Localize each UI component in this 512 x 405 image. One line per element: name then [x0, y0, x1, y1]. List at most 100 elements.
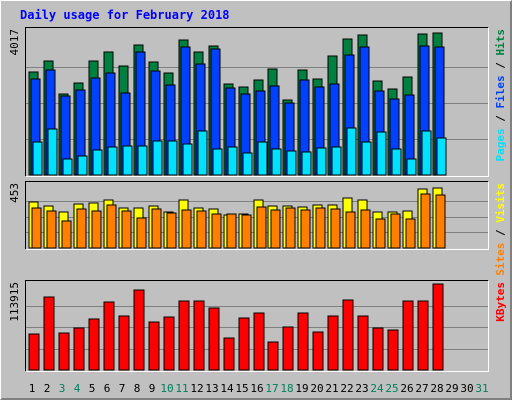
- bar-sites-17: [270, 209, 281, 249]
- bar-pages-4: [77, 155, 88, 176]
- side-legend-part-visits_sites-1: /: [494, 223, 507, 243]
- bar-kbytes-3: [58, 332, 70, 371]
- day-label-23: 23: [355, 382, 368, 395]
- bar-pages-21: [331, 146, 342, 176]
- bar-pages-22: [346, 127, 357, 176]
- day-label-8: 8: [134, 382, 141, 395]
- bar-kbytes-27: [417, 300, 429, 371]
- side-legend-part-hits_files_pages-3: /: [494, 56, 507, 76]
- plot-frame-light-kbytes: [25, 280, 489, 372]
- bar-pages-13: [212, 148, 223, 176]
- bar-pages-20: [316, 147, 327, 176]
- bar-pages-27: [421, 130, 432, 176]
- bar-pages-28: [436, 137, 447, 176]
- bar-kbytes-6: [103, 301, 115, 371]
- side-legend-visits_sites: Sites / Visits: [494, 183, 507, 276]
- bar-sites-3: [61, 220, 72, 249]
- side-legend-part-hits_files_pages-1: /: [494, 109, 507, 129]
- panel-kbytes: 113915 KBytes: [8, 280, 507, 372]
- bar-pages-10: [167, 140, 178, 176]
- plot-frame-light-hits_files_pages: [25, 27, 489, 177]
- day-label-26: 26: [400, 382, 413, 395]
- day-label-15: 15: [235, 382, 248, 395]
- bar-sites-27: [420, 193, 431, 249]
- bar-kbytes-4: [73, 327, 85, 371]
- side-legend-part-kbytes-0: KBytes: [494, 282, 507, 322]
- bar-sites-23: [360, 209, 371, 249]
- day-label-5: 5: [89, 382, 96, 395]
- plot-frame-dark-kbytes: [25, 280, 489, 372]
- day-label-22: 22: [340, 382, 353, 395]
- max-label-kbytes: 113915: [8, 282, 21, 322]
- bar-pages-11: [182, 143, 193, 176]
- bar-sites-25: [390, 213, 401, 249]
- bar-sites-22: [345, 211, 356, 249]
- bar-sites-21: [330, 208, 341, 249]
- bar-kbytes-2: [43, 296, 55, 371]
- panels: 4017 Pages / Files / Hits 453 Sites / Visit…: [8, 27, 507, 372]
- bar-pages-5: [92, 149, 103, 176]
- day-label-3: 3: [59, 382, 66, 395]
- bar-sites-6: [106, 204, 117, 249]
- bar-pages-25: [391, 148, 402, 176]
- bar-pages-24: [376, 131, 387, 176]
- day-label-14: 14: [220, 382, 234, 395]
- bar-sites-24: [375, 218, 386, 249]
- day-label-4: 4: [74, 382, 81, 395]
- bar-sites-19: [300, 209, 311, 249]
- bar-kbytes-14: [223, 337, 235, 371]
- day-label-31: 31: [475, 382, 488, 395]
- bar-pages-8: [137, 145, 148, 176]
- bar-kbytes-23: [357, 315, 369, 371]
- side-legend-part-visits_sites-0: Sites: [494, 243, 507, 276]
- bar-sites-8: [136, 217, 147, 249]
- bar-sites-20: [315, 207, 326, 249]
- bar-sites-5: [91, 210, 102, 249]
- day-label-1: 1: [29, 382, 36, 395]
- bar-kbytes-15: [238, 317, 250, 371]
- bar-pages-14: [227, 146, 238, 176]
- bar-kbytes-13: [208, 307, 220, 371]
- bar-kbytes-22: [342, 299, 354, 371]
- day-label-16: 16: [250, 382, 263, 395]
- day-label-24: 24: [370, 382, 384, 395]
- frame-inner-shadow: [1, 1, 511, 399]
- bar-pages-1: [32, 141, 43, 176]
- bar-kbytes-10: [163, 316, 175, 371]
- bar-kbytes-21: [327, 315, 339, 371]
- bar-sites-13: [211, 213, 222, 249]
- day-label-30: 30: [460, 382, 473, 395]
- side-legend-part-visits_sites-2: Visits: [494, 183, 507, 223]
- bar-pages-16: [257, 141, 268, 176]
- day-label-2: 2: [44, 382, 51, 395]
- chart-title: Daily usage for February 2018: [20, 8, 230, 22]
- bar-kbytes-28: [432, 283, 444, 371]
- bar-kbytes-24: [372, 327, 384, 371]
- bar-sites-1: [31, 207, 42, 249]
- panel-visits_sites: 453 Sites / Visits: [8, 181, 507, 276]
- bar-sites-12: [196, 210, 207, 249]
- day-label-11: 11: [175, 382, 188, 395]
- bar-sites-16: [256, 206, 267, 249]
- bar-kbytes-9: [148, 321, 160, 371]
- bar-sites-11: [181, 209, 192, 249]
- bar-sites-26: [405, 218, 416, 249]
- day-label-25: 25: [385, 382, 398, 395]
- bar-pages-17: [271, 148, 282, 176]
- bar-sites-4: [76, 208, 87, 249]
- series-kbytes: [28, 283, 444, 371]
- day-label-18: 18: [280, 382, 293, 395]
- bar-kbytes-16: [253, 312, 265, 371]
- panel-hits_files_pages: 4017 Pages / Files / Hits: [8, 27, 507, 177]
- bar-kbytes-26: [402, 300, 414, 371]
- bar-sites-10: [166, 212, 177, 249]
- bar-sites-7: [121, 210, 132, 249]
- bar-sites-9: [151, 208, 162, 249]
- plot-frame-dark-hits_files_pages: [25, 27, 489, 177]
- bar-kbytes-12: [193, 300, 205, 371]
- day-label-6: 6: [104, 382, 111, 395]
- bar-kbytes-17: [267, 341, 279, 371]
- day-labels: 1 2 3 4 5 6 7 8 9 10 11 12 13 14 15 16 17 18 19 20 21 22 23 24 2…: [29, 382, 489, 395]
